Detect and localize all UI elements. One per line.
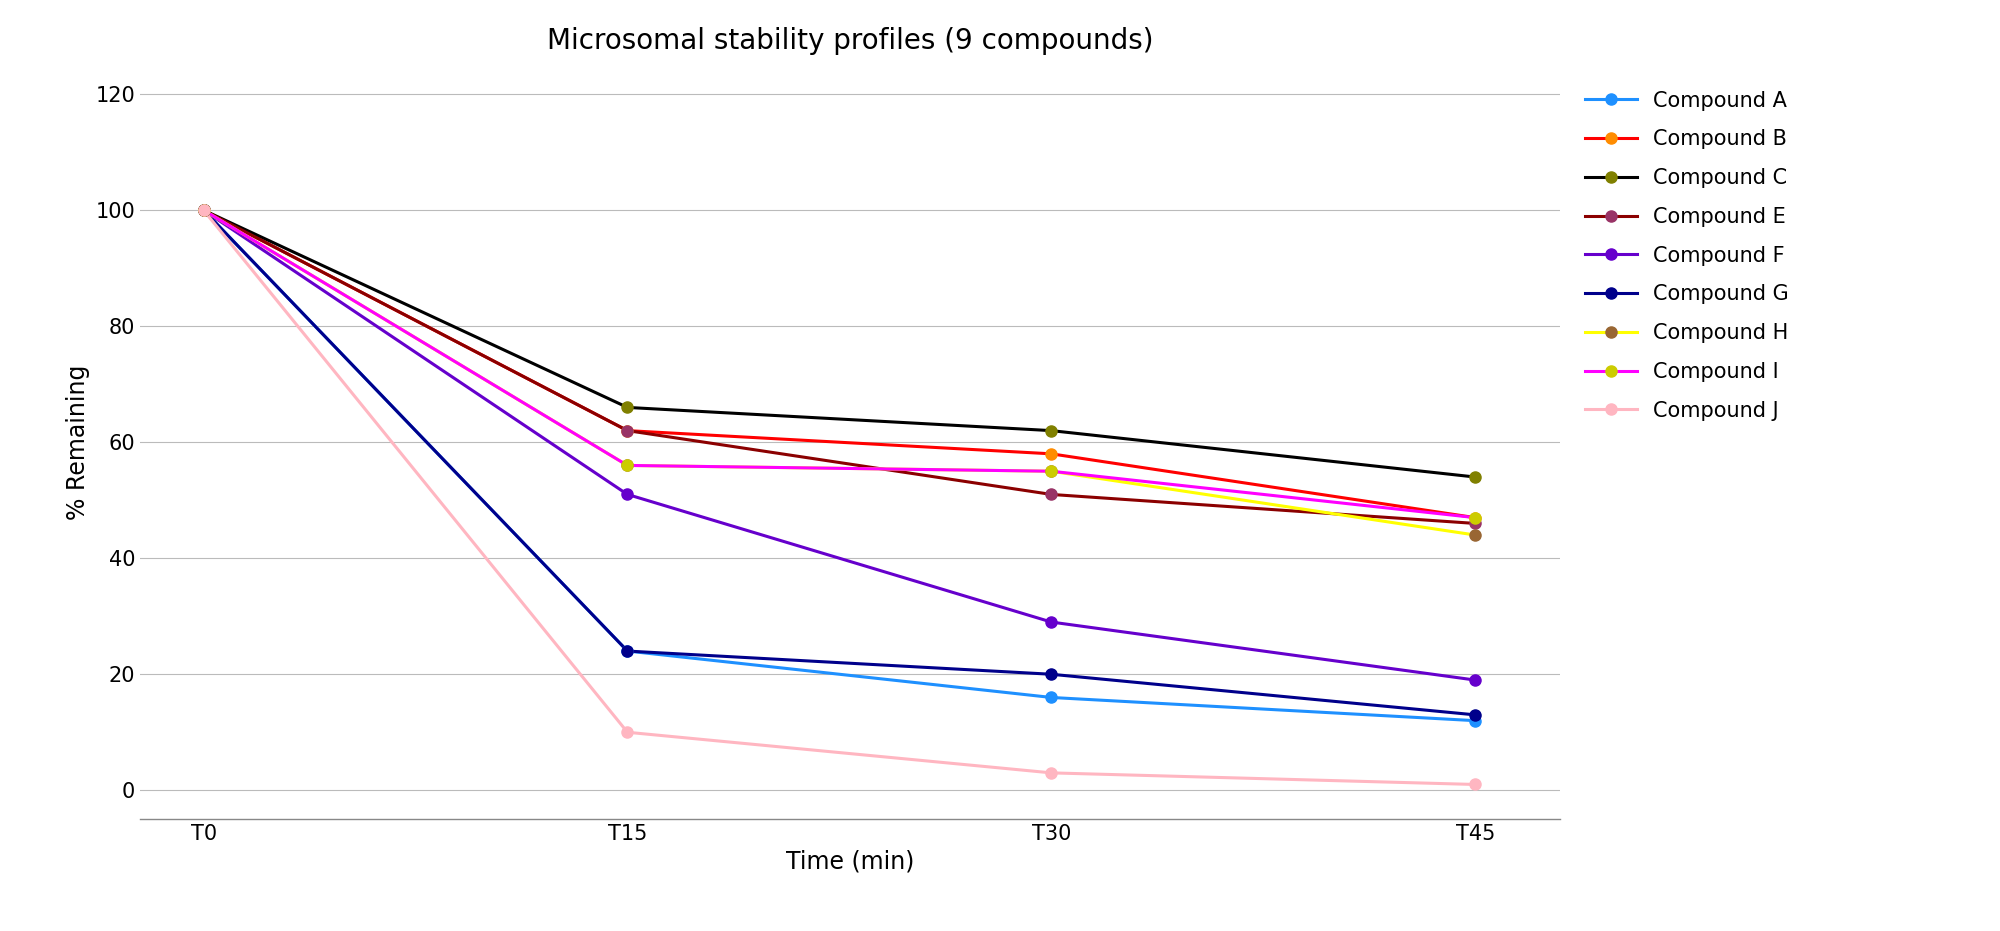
Y-axis label: % Remaining: % Remaining: [66, 365, 90, 519]
Title: Microsomal stability profiles (9 compounds): Microsomal stability profiles (9 compoun…: [546, 26, 1154, 55]
Legend: Compound A, Compound B, Compound C, Compound E, Compound F, Compound G, Compound: Compound A, Compound B, Compound C, Comp…: [1584, 90, 1790, 421]
X-axis label: Time (min): Time (min): [786, 850, 914, 873]
